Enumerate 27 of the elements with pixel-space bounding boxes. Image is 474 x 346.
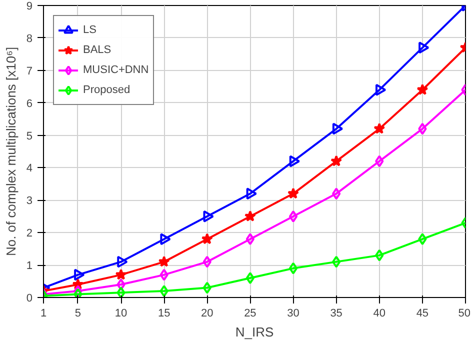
x-tick-label: 25 — [244, 308, 256, 320]
x-tick-label: 35 — [330, 308, 342, 320]
y-tick-label: 0 — [26, 292, 33, 304]
y-tick-label: 3 — [26, 195, 33, 208]
legend-label: MUSIC+DNN — [83, 64, 149, 76]
x-tick-label: 5 — [74, 308, 82, 320]
x-tick-label: 50 — [458, 308, 471, 320]
y-tick-label: 2 — [26, 228, 33, 240]
y-tick-label: 7 — [26, 65, 33, 78]
x-tick-label: 10 — [114, 308, 128, 320]
y-tick-label: 8 — [26, 32, 33, 45]
y-axis-title: No. of complex multiplications [x10⁶] — [3, 46, 18, 256]
y-tick-label: 5 — [26, 130, 33, 142]
x-tick-label: 45 — [416, 308, 429, 320]
y-tick-label: 1 — [26, 260, 33, 272]
x-tick-label: 20 — [201, 308, 214, 320]
legend-label: LS — [83, 24, 98, 36]
legend-label: Proposed — [83, 84, 130, 96]
x-tick-label: 30 — [287, 308, 300, 320]
x-tick-label: 40 — [373, 308, 386, 320]
x-axis-title: N_IRS — [235, 324, 274, 340]
y-tick-label: 9 — [26, 0, 33, 12]
y-tick-label: 6 — [26, 98, 33, 110]
x-tick-label: 1 — [40, 308, 47, 320]
legend-label: BALS — [83, 44, 112, 56]
y-tick-label: 4 — [26, 162, 33, 175]
x-tick-label: 15 — [158, 308, 170, 320]
